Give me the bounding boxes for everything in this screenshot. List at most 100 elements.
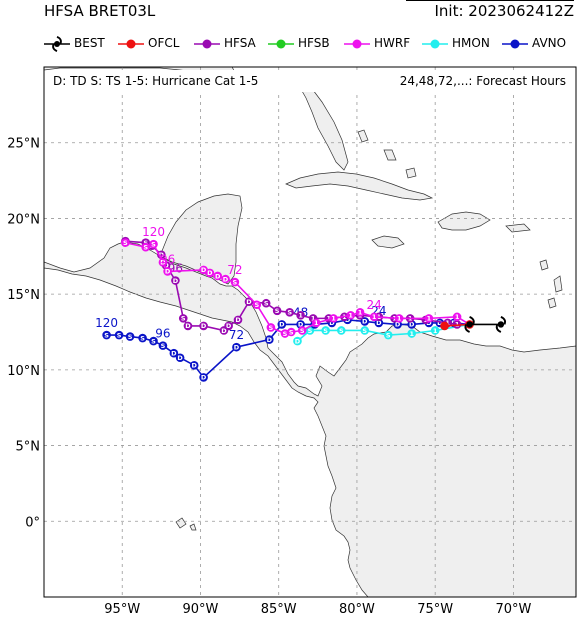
track-point — [141, 242, 151, 252]
intensity-label: D — [409, 321, 415, 329]
intensity-label: 1 — [445, 319, 450, 327]
track-point — [178, 314, 188, 323]
land-puerto-rico — [505, 223, 531, 233]
track-point — [265, 335, 274, 344]
track-point — [369, 312, 379, 322]
intensity-label: S — [181, 315, 186, 323]
intensity-label: S — [300, 327, 305, 335]
lat-tick-label: 20°N — [7, 212, 40, 227]
track-point — [452, 312, 462, 322]
lat-tick-label: 10°N — [7, 364, 40, 379]
intensity-label: D — [234, 343, 240, 351]
track-point — [163, 267, 172, 276]
track-point — [296, 311, 305, 320]
track-point — [175, 353, 185, 363]
land-layer — [44, 67, 576, 597]
legend-label: HFSA — [224, 36, 256, 50]
track-point — [321, 326, 330, 335]
lon-tick-label: 95°W — [104, 602, 140, 617]
forecast-hour-label: 120 — [95, 316, 118, 330]
lat-tick-label: 0° — [25, 515, 40, 530]
legend-note-left: D: TD S: TS 1-5: Hurricane Cat 1-5 — [53, 74, 258, 88]
intensity-label: S — [151, 337, 156, 345]
lon-tick-label: 70°W — [495, 602, 531, 617]
track-point — [221, 274, 230, 284]
dot-icon — [422, 39, 448, 49]
track-point — [189, 361, 199, 370]
track-point — [394, 314, 404, 323]
intensity-label: S — [254, 301, 259, 309]
intensity-label: D — [246, 298, 252, 306]
intensity-label: S — [287, 309, 292, 317]
intensity-label: D — [295, 337, 301, 345]
intensity-label: 1 — [327, 315, 332, 323]
forecast-hour-label: 72 — [227, 263, 242, 277]
track-point — [430, 326, 440, 335]
intensity-label: D — [235, 316, 241, 324]
intensity-label: D — [201, 322, 207, 330]
track-point — [183, 321, 193, 331]
lon-tick-label: 85°W — [261, 602, 297, 617]
title-rule — [406, 0, 574, 1]
track-point — [199, 373, 208, 382]
track-point — [121, 238, 130, 247]
track-point — [219, 326, 229, 335]
intensity-label: D — [426, 319, 432, 327]
track-point — [424, 314, 434, 323]
intensity-label: 1 — [311, 315, 316, 323]
land-lesser-antilles — [539, 259, 563, 309]
intensity-label: D — [201, 266, 207, 274]
track-point — [383, 330, 393, 340]
intensity-label: D — [267, 336, 273, 344]
intensity-label: D — [298, 321, 304, 329]
intensity-label: D — [185, 322, 191, 330]
best-track-hurricane-marker — [495, 316, 506, 333]
intensity-label: 1 — [397, 315, 402, 323]
intensity-label: 1 — [372, 313, 377, 321]
dot-icon — [502, 39, 528, 49]
forecast-hour-label: 24 — [367, 298, 382, 312]
hurricane-icon — [44, 36, 70, 52]
land-hispaniola — [437, 211, 491, 231]
legend-label: BEST — [74, 36, 105, 50]
track-point — [407, 329, 417, 338]
lon-tick-label: 75°W — [417, 602, 453, 617]
legend-label: AVNO — [532, 36, 567, 50]
legend-label: HFSB — [298, 36, 330, 50]
lat-tick-label: 5°N — [16, 440, 41, 455]
intensity-label: S — [104, 331, 109, 339]
track-point — [440, 321, 449, 331]
track-point — [285, 308, 294, 317]
intensity-label: S — [123, 239, 128, 247]
intensity-label: S — [362, 327, 367, 335]
intensity-label: D — [165, 268, 171, 276]
intensity-label: S — [323, 327, 328, 335]
intensity-label: D — [173, 277, 179, 285]
track-point — [233, 315, 243, 325]
intensity-label: 1 — [358, 309, 363, 317]
intensity-label: S — [140, 334, 145, 342]
intensity-label: D — [226, 322, 232, 330]
intensity-label: 1 — [331, 315, 336, 323]
intensity-label: D — [221, 327, 227, 335]
intensity-label: D — [376, 319, 382, 327]
track-point — [297, 326, 307, 335]
intensity-label: 1 — [409, 330, 414, 338]
intensity-label: S — [386, 331, 391, 339]
track-point — [213, 271, 222, 281]
intensity-label: 1 — [433, 327, 438, 335]
intensity-label: D — [329, 319, 335, 327]
intensity-label: D — [159, 251, 165, 259]
land-jamaica — [371, 235, 405, 249]
intensity-label: 1 — [427, 315, 432, 323]
intensity-label: S — [264, 300, 269, 308]
legend-label: HMON — [452, 36, 490, 50]
legend-label: OFCL — [148, 36, 180, 50]
track-best — [464, 316, 506, 333]
track-point — [346, 311, 355, 320]
intensity-label: D — [192, 362, 198, 370]
track-point — [272, 306, 282, 316]
track-point — [199, 321, 208, 331]
intensity-label: 1 — [455, 313, 460, 321]
intensity-label: D — [362, 318, 368, 326]
